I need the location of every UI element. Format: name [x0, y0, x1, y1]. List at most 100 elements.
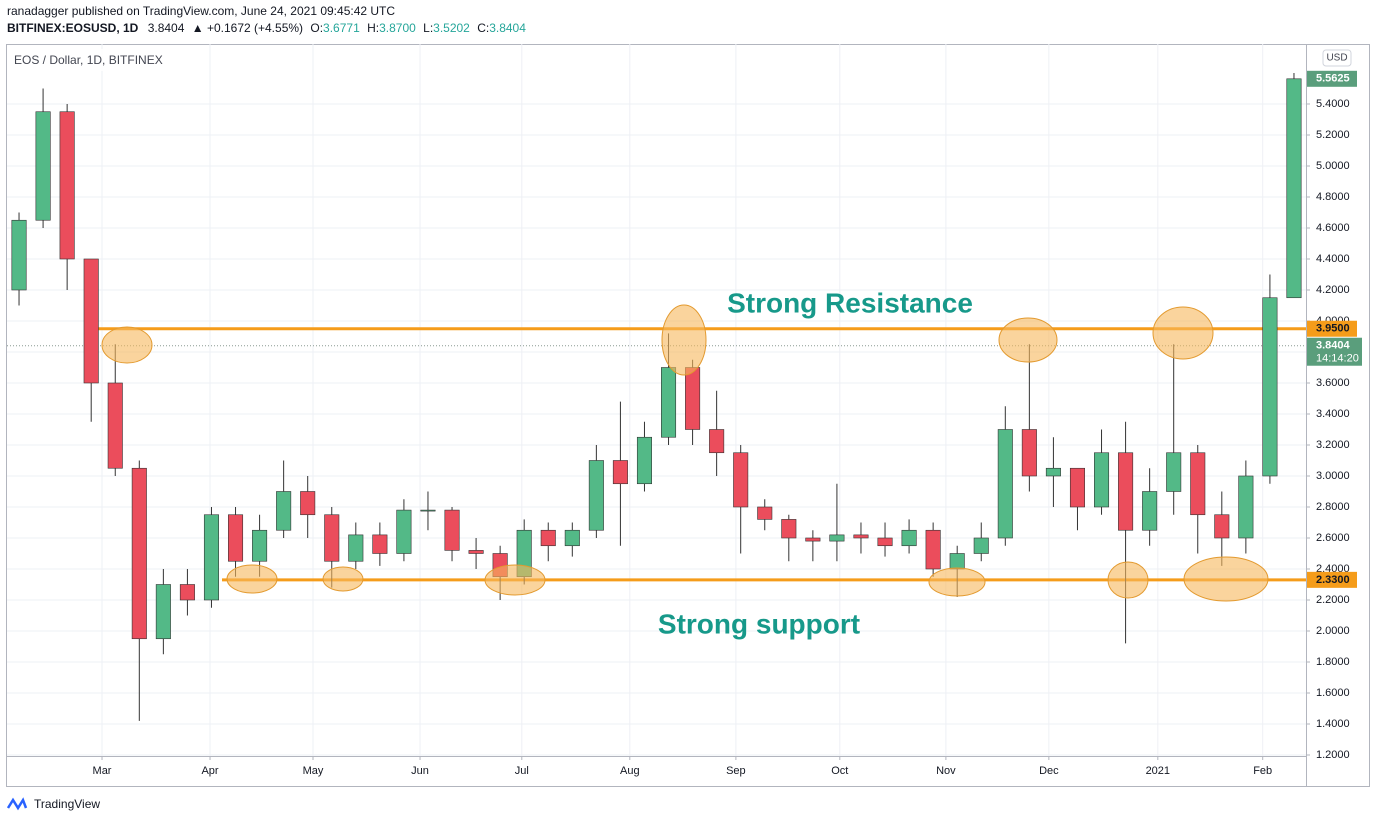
last-price-bg [1307, 337, 1362, 366]
level-label: 3.9500 [1316, 323, 1350, 335]
currency-badge[interactable] [1322, 49, 1352, 67]
axis-labels: 1.20001.40001.60001.80002.00002.20002.40… [93, 70, 1362, 777]
countdown: 14:14:20 [1316, 353, 1359, 365]
annotation: Strong Resistance [727, 287, 973, 318]
close-label-bg [1307, 70, 1357, 87]
level-label-bg [1307, 571, 1357, 588]
candle-body [781, 519, 797, 539]
x-tick-label: Aug [620, 765, 640, 777]
grid [7, 44, 1306, 760]
candle-body [444, 509, 460, 551]
ohlc-value: 3.5202 [433, 21, 470, 35]
candle-body [1190, 452, 1206, 516]
logo-icon [6, 797, 28, 811]
last-price-label: 3.8404 [1316, 340, 1351, 352]
y-tick-label: 5.0000 [1316, 160, 1350, 172]
y-tick-label: 2.6000 [1316, 532, 1350, 544]
candle-body [733, 452, 749, 508]
publisher-line: ranadagger published on TradingView.com,… [7, 4, 395, 18]
candle-body [372, 534, 388, 554]
candle-body [107, 382, 123, 469]
candle-body [540, 529, 556, 547]
y-tick-label: 3.2000 [1316, 439, 1350, 451]
ohlc-key: L: [423, 21, 433, 35]
candle-body [276, 491, 292, 531]
change: ▲ +0.1672 (+4.55%) [192, 21, 303, 35]
ohlc-key: H: [367, 21, 379, 35]
y-tick-label: 2.0000 [1316, 625, 1350, 637]
symbol-line: BITFINEX:EOSUSD, 1D 3.8404 ▲ +0.1672 (+4… [7, 21, 526, 35]
x-tick-label: May [303, 765, 324, 777]
candle-body [612, 460, 628, 485]
candle-body [348, 534, 364, 562]
candle-body [949, 553, 965, 570]
candle-body [925, 529, 941, 570]
candle-body [1286, 78, 1302, 299]
candle-body [757, 506, 773, 520]
x-tick-label: Dec [1039, 765, 1059, 777]
y-tick-label: 1.8000 [1316, 656, 1350, 668]
footer-logo[interactable]: TradingView [34, 797, 100, 811]
price: 3.8404 [148, 21, 185, 35]
candle-body [973, 537, 989, 554]
highlight [322, 566, 364, 592]
highlights [101, 304, 1269, 602]
pane-title-bg [7, 49, 177, 71]
x-tick-label: Sep [726, 765, 746, 777]
close-label: 5.5625 [1316, 73, 1350, 85]
candle-body [1069, 467, 1085, 508]
y-tick-label: 1.4000 [1316, 718, 1350, 730]
candle-body [829, 534, 845, 542]
candle-body [588, 460, 604, 531]
highlight [1152, 306, 1214, 360]
x-tick-label: Feb [1253, 765, 1272, 777]
candle-body [420, 509, 436, 512]
candle-body [1238, 475, 1254, 539]
levels [7, 327, 1306, 582]
y-tick-label: 1.6000 [1316, 687, 1350, 699]
highlight [1183, 556, 1269, 602]
candle-body [901, 529, 917, 547]
symbol: BITFINEX:EOSUSD, 1D [7, 21, 139, 35]
candle-body [203, 514, 219, 601]
candle-body [155, 584, 171, 640]
x-tick-label: Jul [515, 765, 529, 777]
y-tick-label: 4.8000 [1316, 191, 1350, 203]
candle-body [1262, 297, 1278, 477]
highlight [1107, 561, 1149, 599]
y-tick-label: 2.2000 [1316, 594, 1350, 606]
highlight [226, 564, 278, 594]
ohlc-value: 3.8700 [379, 21, 416, 35]
pane-frame [6, 44, 1370, 787]
highlight [928, 567, 986, 597]
candle-body [1166, 452, 1182, 492]
candle-body [300, 491, 316, 516]
y-tick-label: 3.6000 [1316, 377, 1350, 389]
level-label-bg [1307, 320, 1357, 337]
candle-body [1094, 452, 1110, 508]
candle-body [636, 436, 652, 485]
candle-body [35, 111, 51, 221]
candle-body [564, 529, 580, 547]
ohlc-key: C: [477, 21, 489, 35]
y-tick-label: 5.2000 [1316, 129, 1350, 141]
candle-body [324, 514, 340, 562]
candle-body [877, 537, 893, 547]
y-tick-label: 4.2000 [1316, 284, 1350, 296]
candle-body [661, 367, 677, 438]
x-tick-label: Jun [411, 765, 429, 777]
candle-body [853, 534, 869, 539]
y-tick-label: 4.6000 [1316, 222, 1350, 234]
y-tick-label: 3.4000 [1316, 408, 1350, 420]
candle-body [709, 429, 725, 454]
x-tick-label: Oct [831, 765, 848, 777]
candles [11, 72, 1302, 721]
level-label: 2.3300 [1316, 574, 1350, 586]
candle-body [1118, 452, 1134, 531]
highlight [484, 564, 546, 596]
x-tick-label: Nov [936, 765, 956, 777]
y-tick-label: 5.4000 [1316, 98, 1350, 110]
candle-body [228, 514, 244, 562]
